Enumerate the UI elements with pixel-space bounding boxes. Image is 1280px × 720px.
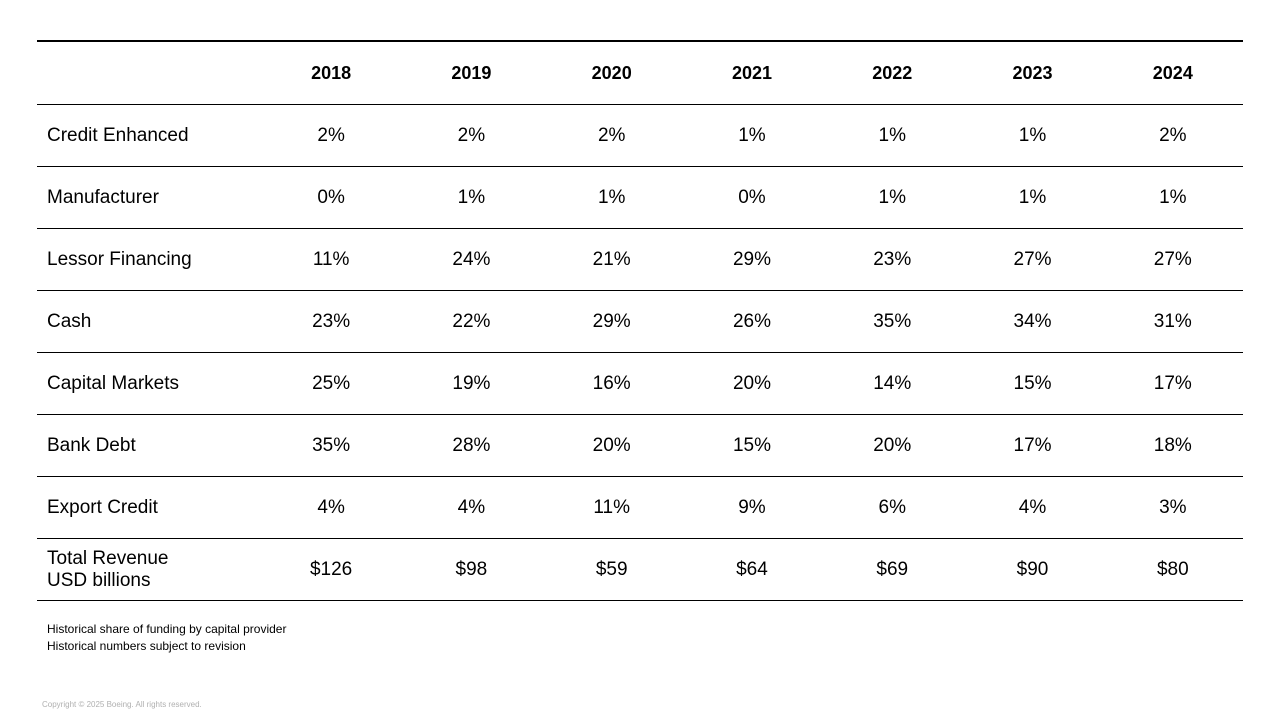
row-label: Credit Enhanced xyxy=(47,124,189,146)
table-row: Credit Enhanced 2% 2% 2% 1% 1% 1% 2% xyxy=(37,105,1243,167)
year-header: 2019 xyxy=(451,62,492,83)
total-revenue-label-line1: Total Revenue xyxy=(47,547,169,569)
table-cell: 19% xyxy=(452,372,491,394)
table-header-row: 2018 2019 2020 2021 2022 2023 2024 xyxy=(37,42,1243,105)
table-cell: 4% xyxy=(317,496,345,518)
year-header: 2020 xyxy=(591,62,632,83)
year-header: 2018 xyxy=(311,62,352,83)
table-cell: 1% xyxy=(1018,124,1047,146)
table-cell: 35% xyxy=(873,310,912,332)
table-cell: 0% xyxy=(738,186,766,208)
table-cell: 9% xyxy=(738,496,766,518)
table-cell: 11% xyxy=(593,496,630,518)
copyright-notice: Copyright © 2025 Boeing. All rights rese… xyxy=(42,700,202,709)
table-row: Cash 23% 22% 29% 26% 35% 34% 31% xyxy=(37,291,1243,353)
table-cell: 2% xyxy=(1159,124,1187,146)
table-cell: 15% xyxy=(732,434,771,456)
table-cell: 24% xyxy=(452,248,491,270)
total-cell: $80 xyxy=(1156,558,1189,580)
footnote-line: Historical numbers subject to revision xyxy=(47,638,246,653)
table-cell: 4% xyxy=(457,496,486,518)
total-cell: $90 xyxy=(1016,558,1049,580)
table-row: Export Credit 4% 4% 11% 9% 6% 4% 3% xyxy=(37,477,1243,539)
row-label: Capital Markets xyxy=(47,372,179,394)
table-cell: 18% xyxy=(1153,434,1192,456)
year-header: 2023 xyxy=(1012,62,1053,83)
year-header: 2024 xyxy=(1152,62,1193,83)
table-cell: 1% xyxy=(1159,186,1187,208)
table-cell: 26% xyxy=(732,310,771,332)
table-cell: 1% xyxy=(597,186,626,208)
table-cell: 34% xyxy=(1013,310,1052,332)
table-cell: 25% xyxy=(312,372,351,394)
table-cell: 0% xyxy=(317,186,345,208)
table-cell: 29% xyxy=(592,310,631,332)
funding-table: 2018 2019 2020 2021 2022 2023 2024 Credi… xyxy=(37,40,1243,601)
total-cell: $69 xyxy=(876,558,909,580)
row-label: Cash xyxy=(47,310,92,332)
table-cell: 23% xyxy=(873,248,912,270)
table-row: Capital Markets 25% 19% 16% 20% 14% 15% … xyxy=(37,353,1243,415)
table-cell: 14% xyxy=(873,372,912,394)
table-row: Bank Debt 35% 28% 20% 15% 20% 17% 18% xyxy=(37,415,1243,477)
row-label: Bank Debt xyxy=(47,434,136,456)
table-cell: 3% xyxy=(1159,496,1187,518)
table-cell: 31% xyxy=(1153,310,1192,332)
table-cell: 27% xyxy=(1013,248,1052,270)
total-revenue-label-line2: USD billions xyxy=(47,569,151,591)
table-cell: 17% xyxy=(1013,434,1052,456)
table-cell: 21% xyxy=(592,248,631,270)
table-cell: 20% xyxy=(873,434,912,456)
table-cell: 28% xyxy=(452,434,491,456)
table-row: Lessor Financing 11% 24% 21% 29% 23% 27%… xyxy=(37,229,1243,291)
table-cell: 6% xyxy=(878,496,906,518)
table-cell: 29% xyxy=(732,248,771,270)
total-cell: $64 xyxy=(736,558,768,580)
total-cell: $126 xyxy=(309,558,353,580)
table-cell: 2% xyxy=(317,124,345,146)
table-cell: 1% xyxy=(1018,186,1047,208)
table-row: Manufacturer 0% 1% 1% 0% 1% 1% 1% xyxy=(37,167,1243,229)
table-cell: 17% xyxy=(1153,372,1192,394)
table-cell: 11% xyxy=(312,248,350,270)
total-revenue-row: Total Revenue USD billions $126 $98 $59 … xyxy=(37,539,1243,601)
table-cell: 23% xyxy=(312,310,351,332)
footnote-line: Historical share of funding by capital p… xyxy=(47,622,287,636)
table-cell: 1% xyxy=(738,124,766,146)
table-cell: 1% xyxy=(878,124,906,146)
row-label: Lessor Financing xyxy=(47,248,192,270)
year-header: 2022 xyxy=(872,62,913,83)
total-cell: $59 xyxy=(595,558,628,580)
table-cell: 20% xyxy=(732,372,771,394)
table-cell: 20% xyxy=(592,434,631,456)
footnotes: Historical share of funding by capital p… xyxy=(47,621,286,654)
table-cell: 35% xyxy=(312,434,351,456)
total-cell: $98 xyxy=(455,558,488,580)
table-cell: 4% xyxy=(1018,496,1047,518)
table-cell: 27% xyxy=(1153,248,1192,270)
table-cell: 15% xyxy=(1013,372,1052,394)
year-header: 2021 xyxy=(731,62,772,83)
table-cell: 1% xyxy=(878,186,906,208)
table-cell: 16% xyxy=(592,372,631,394)
table-cell: 1% xyxy=(457,186,486,208)
table-cell: 22% xyxy=(452,310,491,332)
table-cell: 2% xyxy=(457,124,486,146)
total-revenue-label: Total Revenue USD billions xyxy=(37,548,261,592)
table-cell: 2% xyxy=(597,124,626,146)
row-label: Manufacturer xyxy=(47,186,159,208)
row-label: Export Credit xyxy=(47,496,158,518)
